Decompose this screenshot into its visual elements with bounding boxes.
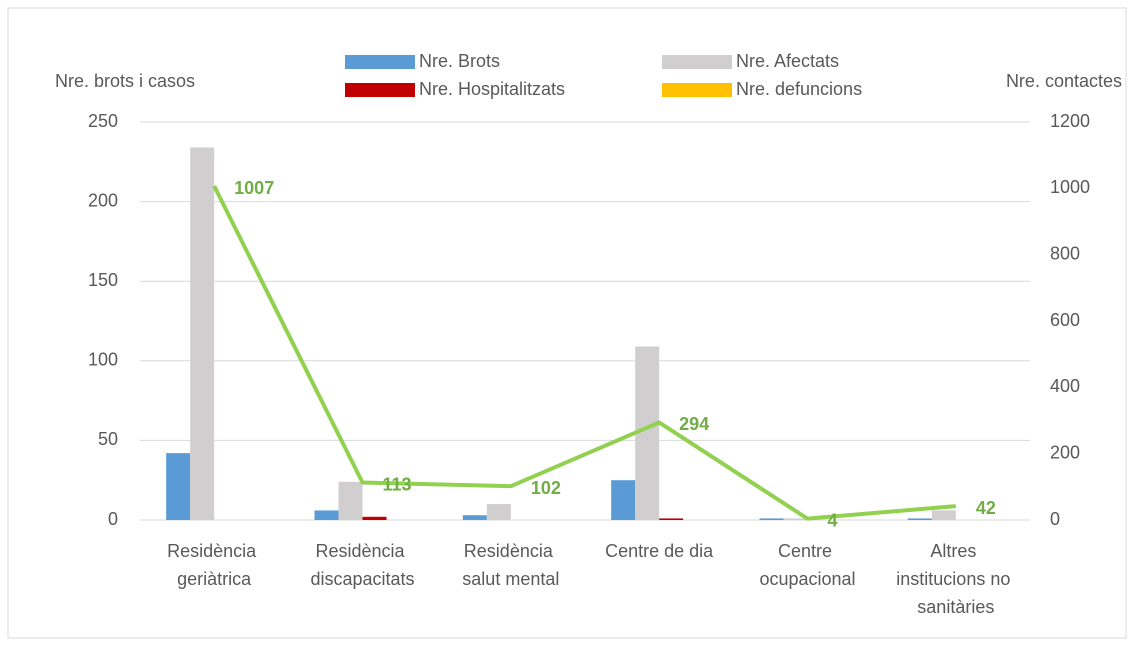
bar	[486, 504, 511, 520]
y2-tick-label: 400	[1050, 376, 1080, 396]
value-label: 4	[828, 510, 838, 530]
y2-tick-label: 800	[1050, 243, 1080, 263]
bar	[759, 518, 784, 520]
x-tick-label: Centre ocupacional	[759, 541, 855, 589]
y2-tick-label: 600	[1050, 310, 1080, 330]
bar	[362, 516, 387, 520]
bar	[783, 518, 808, 520]
y-tick-label: 0	[108, 509, 118, 529]
y2-tick-label: 200	[1050, 442, 1080, 462]
y-tick-label: 50	[98, 429, 118, 449]
y-tick-label: 200	[88, 190, 118, 210]
y2-tick-label: 1200	[1050, 111, 1090, 131]
bar	[314, 510, 339, 520]
value-label: 294	[679, 414, 709, 434]
y2-tick-label: 0	[1050, 509, 1060, 529]
bar	[166, 453, 191, 520]
y2-axis-title: Nre. contactes	[1006, 71, 1122, 91]
value-label: 1007	[234, 178, 274, 198]
legend-swatch	[662, 83, 732, 97]
x-tick-label: Centre de dia	[605, 541, 714, 561]
value-label: 42	[976, 498, 996, 518]
bar	[931, 510, 956, 520]
y-tick-label: 100	[88, 350, 118, 370]
value-label: 113	[383, 474, 412, 494]
chart-border	[7, 7, 1127, 639]
y-axis-title: Nre. brots i casos	[55, 71, 195, 91]
x-tick-label: Residència discapacitats	[310, 541, 414, 589]
bar	[907, 518, 932, 520]
y-tick-label: 250	[88, 111, 118, 131]
bar	[338, 481, 363, 520]
x-tick-label: Residència salut mental	[462, 541, 559, 589]
legend-swatch	[345, 55, 415, 69]
bar	[190, 147, 215, 521]
value-label: 102	[531, 478, 561, 498]
bar	[462, 515, 487, 520]
legend-swatch	[662, 55, 732, 69]
legend-label: Nre. defuncions	[736, 79, 862, 99]
legend-label: Nre. Hospitalitzats	[419, 79, 565, 99]
y-tick-label: 150	[88, 270, 118, 290]
legend-label: Nre. Afectats	[736, 51, 839, 71]
legend-swatch	[345, 83, 415, 97]
x-tick-label: Residència geriàtrica	[167, 541, 261, 589]
legend-label: Nre. Brots	[419, 51, 500, 71]
x-tick-label: Altres institucions no sanitàries	[896, 541, 1015, 617]
y2-tick-label: 1000	[1050, 177, 1090, 197]
bar	[611, 480, 636, 520]
line	[212, 185, 957, 521]
bar	[659, 518, 684, 520]
